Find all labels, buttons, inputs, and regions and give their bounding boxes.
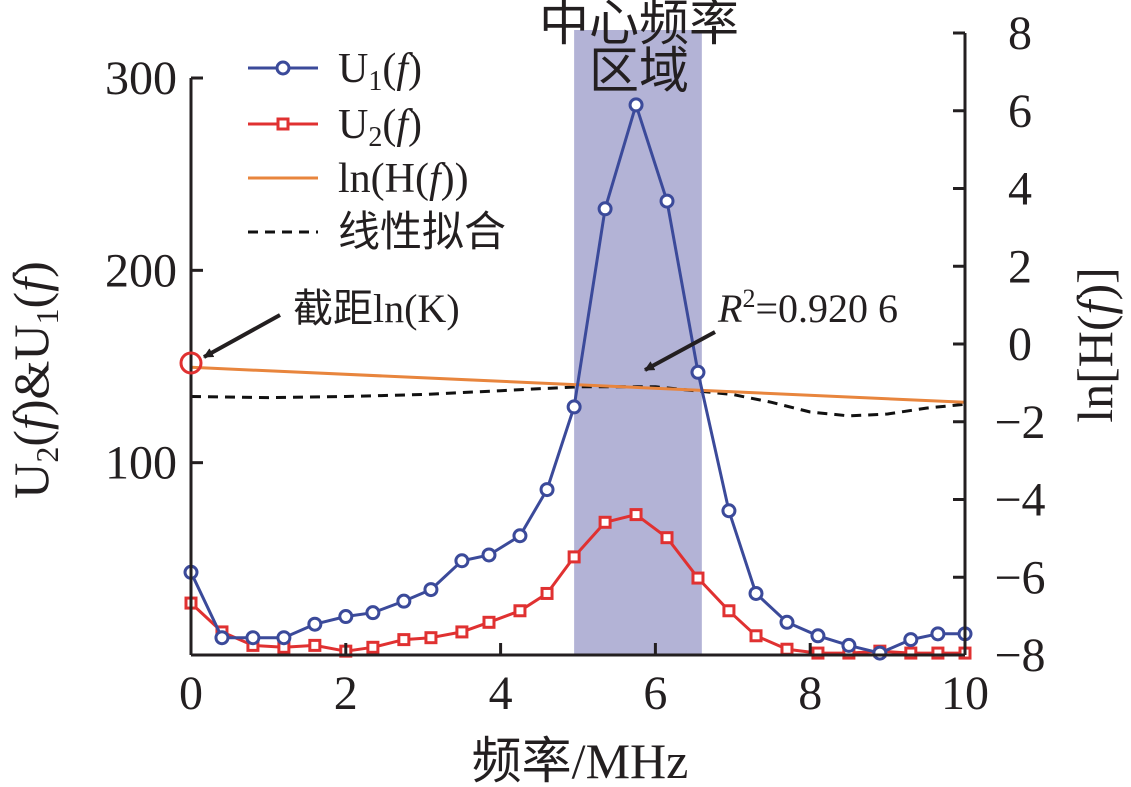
data-point-u1-f [454,553,470,569]
r2-arrow [644,330,716,372]
r2-label: R2=0.920 6 [717,284,898,331]
data-point-u2-f [749,629,763,643]
y-right-tick-label: 8 [1008,7,1032,60]
y-left-tick-label: 200 [105,244,177,297]
data-point-u2-f [567,550,581,564]
data-point-u2-f [397,633,411,647]
data-point-u1-f [597,201,613,217]
legend-u2-marker [276,117,290,131]
data-point-u1-f [481,547,497,563]
data-point-u2-f [811,646,825,660]
y-right-axis-title: ln[H(f)] [1067,267,1123,423]
data-point-u2-f [308,638,322,652]
data-point-u1-f [307,616,323,632]
x-axis-title: 频率/MHz [472,733,689,787]
data-point-u2-f [660,531,674,545]
x-tick-label: 2 [334,667,358,720]
legend-fit-label: 线性拟合 [338,210,506,256]
data-point-u1-f [690,364,706,380]
legend-u1-marker [275,60,291,76]
y-right-tick-label: −2 [994,396,1045,449]
data-point-u1-f [903,632,919,648]
data-point-u1-f [779,614,795,630]
data-point-u2-f [455,625,469,639]
y-left-tick-label: 300 [105,52,177,105]
y-right-tick-label: 2 [1008,240,1032,293]
band-label-line1: 中心频率 [539,0,739,51]
band-label-line2: 区域 [589,43,689,99]
data-point-u2-f [691,571,705,585]
data-point-u2-f [482,615,496,629]
legend-u2-label: U2(f) [338,102,422,153]
data-point-u1-f [423,582,439,598]
legend-lnh-label: ln(H(f)) [338,156,469,202]
data-point-u2-f [904,646,918,660]
data-point-u1-f [628,97,644,113]
data-point-u2-f [722,604,736,618]
data-point-u2-f [424,631,438,645]
data-point-u1-f [276,630,292,646]
center-frequency-band [574,30,702,655]
data-point-u1-f [539,482,555,498]
data-point-u1-f [338,609,354,625]
legend: U1(f) U2(f) ln(H(f)) 线性拟合 [248,46,506,256]
data-point-u1-f [748,585,764,601]
data-point-u1-f [214,630,230,646]
x-tick-label: 10 [941,667,989,720]
data-point-u1-f [659,193,675,209]
data-point-u1-f [512,528,528,544]
x-tick-label: 0 [179,667,203,720]
data-point-u1-f [810,628,826,644]
data-point-u2-f [540,586,554,600]
intercept-label: 截距ln(K) [293,286,460,331]
y-left-axis-title: U2(f)&U1(f) [3,261,65,499]
data-point-u2-f [366,640,380,654]
data-point-u2-f [629,508,643,522]
data-point-u2-f [598,515,612,529]
data-point-u2-f [931,646,945,660]
y-right-tick-label: −4 [994,474,1045,527]
y-right-tick-label: 4 [1008,163,1032,216]
y-right-tick-label: −8 [994,629,1045,682]
x-tick-label: 6 [643,667,667,720]
data-point-u1-f [365,605,381,621]
ticks-layer: 0 2 4 6 8 10 100 200 300 −8 −6 −4 −2 0 2 4 6 8 [105,7,1046,720]
y-left-tick-label: 100 [105,437,177,490]
data-point-u1-f [245,630,261,646]
data-point-u2-f [513,604,527,618]
data-point-u1-f [841,637,857,653]
y-right-tick-label: −6 [994,551,1045,604]
data-point-u1-f [721,503,737,519]
y-right-tick-label: 6 [1008,85,1032,138]
data-point-u1-f [930,626,946,642]
x-tick-label: 8 [798,667,822,720]
legend-u1-label: U1(f) [338,46,422,97]
x-tick-label: 4 [489,667,513,720]
data-point-u1-f [872,645,888,661]
y-right-tick-label: 0 [1008,318,1032,371]
data-point-u1-f [566,399,582,415]
intercept-arrow [203,313,281,359]
data-point-u1-f [396,593,412,609]
intercept-marker [179,351,203,375]
data-point-u2-f [780,642,794,656]
